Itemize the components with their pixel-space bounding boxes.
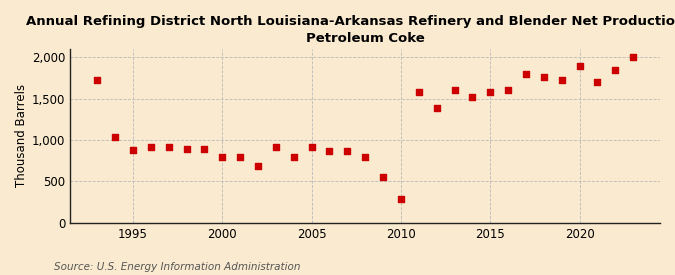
Point	[360, 155, 371, 160]
Point	[252, 164, 263, 168]
Point	[306, 144, 317, 149]
Point	[628, 55, 639, 59]
Point	[199, 147, 210, 151]
Point	[556, 78, 567, 82]
Point	[503, 87, 514, 92]
Point	[431, 106, 442, 110]
Point	[449, 87, 460, 92]
Point	[271, 144, 281, 149]
Point	[324, 148, 335, 153]
Point	[109, 134, 120, 139]
Title: Annual Refining District North Louisiana-Arkansas Refinery and Blender Net Produ: Annual Refining District North Louisiana…	[26, 15, 675, 45]
Point	[128, 148, 138, 152]
Point	[520, 72, 531, 76]
Y-axis label: Thousand Barrels: Thousand Barrels	[15, 84, 28, 188]
Point	[378, 174, 389, 179]
Point	[396, 197, 406, 201]
Point	[574, 64, 585, 68]
Point	[342, 148, 353, 153]
Point	[288, 155, 299, 159]
Point	[485, 90, 495, 94]
Point	[467, 95, 478, 99]
Point	[610, 68, 621, 73]
Point	[163, 144, 174, 149]
Point	[217, 155, 227, 160]
Point	[92, 78, 103, 82]
Point	[539, 75, 549, 79]
Point	[235, 155, 246, 160]
Text: Source: U.S. Energy Information Administration: Source: U.S. Energy Information Administ…	[54, 262, 300, 272]
Point	[181, 147, 192, 151]
Point	[145, 144, 156, 149]
Point	[592, 80, 603, 84]
Point	[413, 90, 424, 94]
